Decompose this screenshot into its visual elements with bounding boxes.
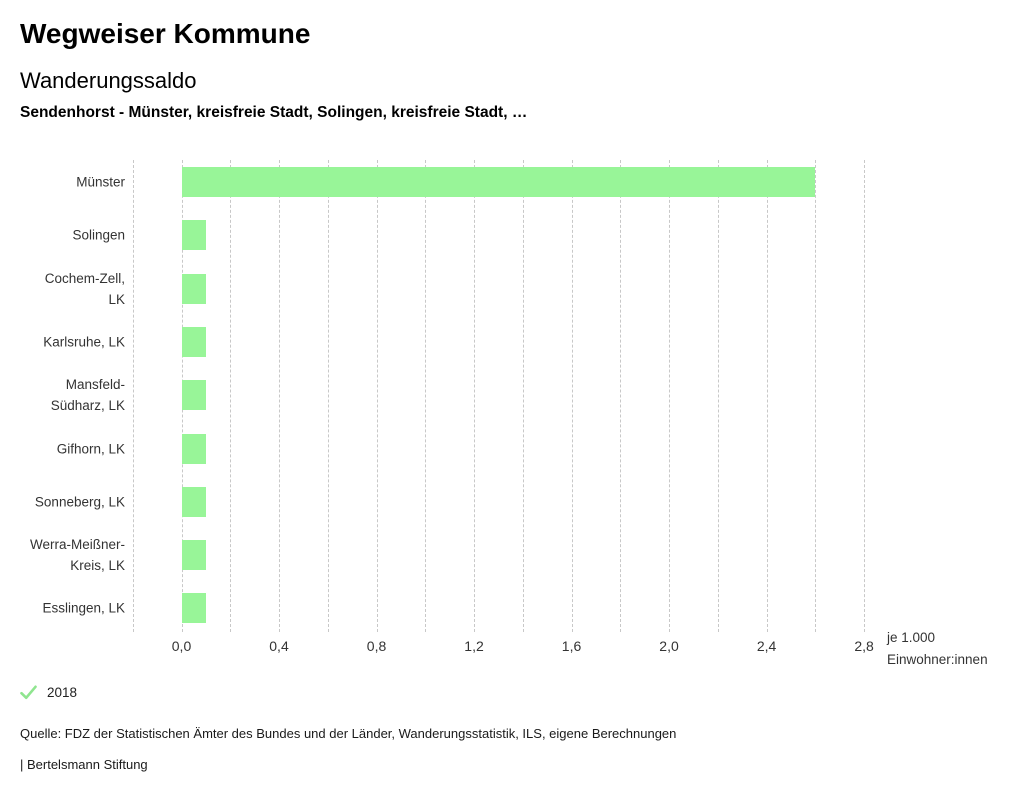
category-label: Solingen [5, 225, 125, 246]
gridline [132, 160, 134, 632]
gridline [376, 160, 378, 632]
category-label-line: Karlsruhe, LK [43, 334, 125, 350]
axis-unit-line-2: Einwohner:innen [887, 651, 988, 667]
category-label: Esslingen, LK [5, 598, 125, 619]
category-label-line: Mansfeld- [65, 377, 125, 393]
x-tick-label: 1,6 [561, 638, 582, 654]
gridline [279, 160, 280, 632]
gridline [230, 160, 232, 632]
checkmark-icon [20, 685, 37, 700]
gridline [669, 160, 671, 632]
gridline [522, 160, 524, 632]
selection-breadcrumb: Sendenhorst - Münster, kreisfreie Stadt,… [20, 104, 528, 121]
x-tick-label: 2,4 [756, 638, 777, 654]
attribution-text: | Bertelsmann Stiftung [20, 757, 148, 772]
page-title: Wegweiser Kommune [20, 18, 311, 49]
bar [181, 540, 206, 571]
bar [181, 273, 206, 304]
bar [181, 326, 206, 357]
category-label: Mansfeld- Südharz, LK [5, 374, 125, 416]
category-label: Sonneberg, LK [5, 491, 125, 512]
legend-item-2018[interactable]: 2018 [20, 685, 77, 700]
gridline [327, 160, 329, 632]
gridline [474, 160, 476, 632]
gridline [425, 160, 427, 632]
x-tick-label: 0,0 [171, 638, 192, 654]
x-tick-label: 2,0 [659, 638, 679, 654]
x-tick-label: 1,2 [464, 638, 484, 654]
source-text: Quelle: FDZ der Statistischen Ämter des … [20, 726, 677, 741]
category-label-line: Werra-Meißner- [29, 537, 125, 553]
category-label-line: Münster [76, 174, 125, 190]
chart-title: Wanderungssaldo [20, 68, 197, 93]
x-tick-label: 2,8 [854, 638, 874, 654]
category-label-line: Sonneberg, LK [34, 494, 125, 510]
x-tick-label: 0,8 [366, 638, 387, 654]
category-label-line: Kreis, LK [70, 558, 125, 574]
axis-unit-label: je 1.000 Einwohner:innen [887, 627, 988, 670]
bar [181, 486, 206, 517]
bar [181, 220, 206, 251]
gridline [766, 160, 768, 632]
category-label-line: Südharz, LK [50, 398, 125, 414]
gridline [620, 160, 622, 632]
bar [181, 380, 206, 411]
gridline [864, 160, 866, 632]
category-label-line: Esslingen, LK [42, 600, 125, 616]
axis-unit-line-1: je 1.000 [887, 630, 936, 645]
bar [181, 593, 206, 624]
x-tick-label: 0,4 [269, 638, 289, 654]
gridline [717, 160, 719, 632]
gridline [815, 160, 817, 632]
bar [181, 167, 816, 197]
category-label-line: Gifhorn, LK [56, 441, 125, 456]
category-label: Gifhorn, LK [5, 438, 125, 459]
category-label: Cochem-Zell, LK [5, 268, 125, 310]
category-label-line: LK [108, 291, 125, 307]
category-label: Karlsruhe, LK [5, 331, 125, 352]
category-label: Münster [5, 172, 125, 193]
category-label: Werra-Meißner- Kreis, LK [5, 534, 125, 576]
category-label-line: Cochem-Zell, [44, 270, 125, 286]
category-label-line: Solingen [72, 227, 125, 243]
legend-year-label: 2018 [47, 685, 78, 700]
bar [181, 433, 206, 464]
gridline [571, 160, 573, 632]
